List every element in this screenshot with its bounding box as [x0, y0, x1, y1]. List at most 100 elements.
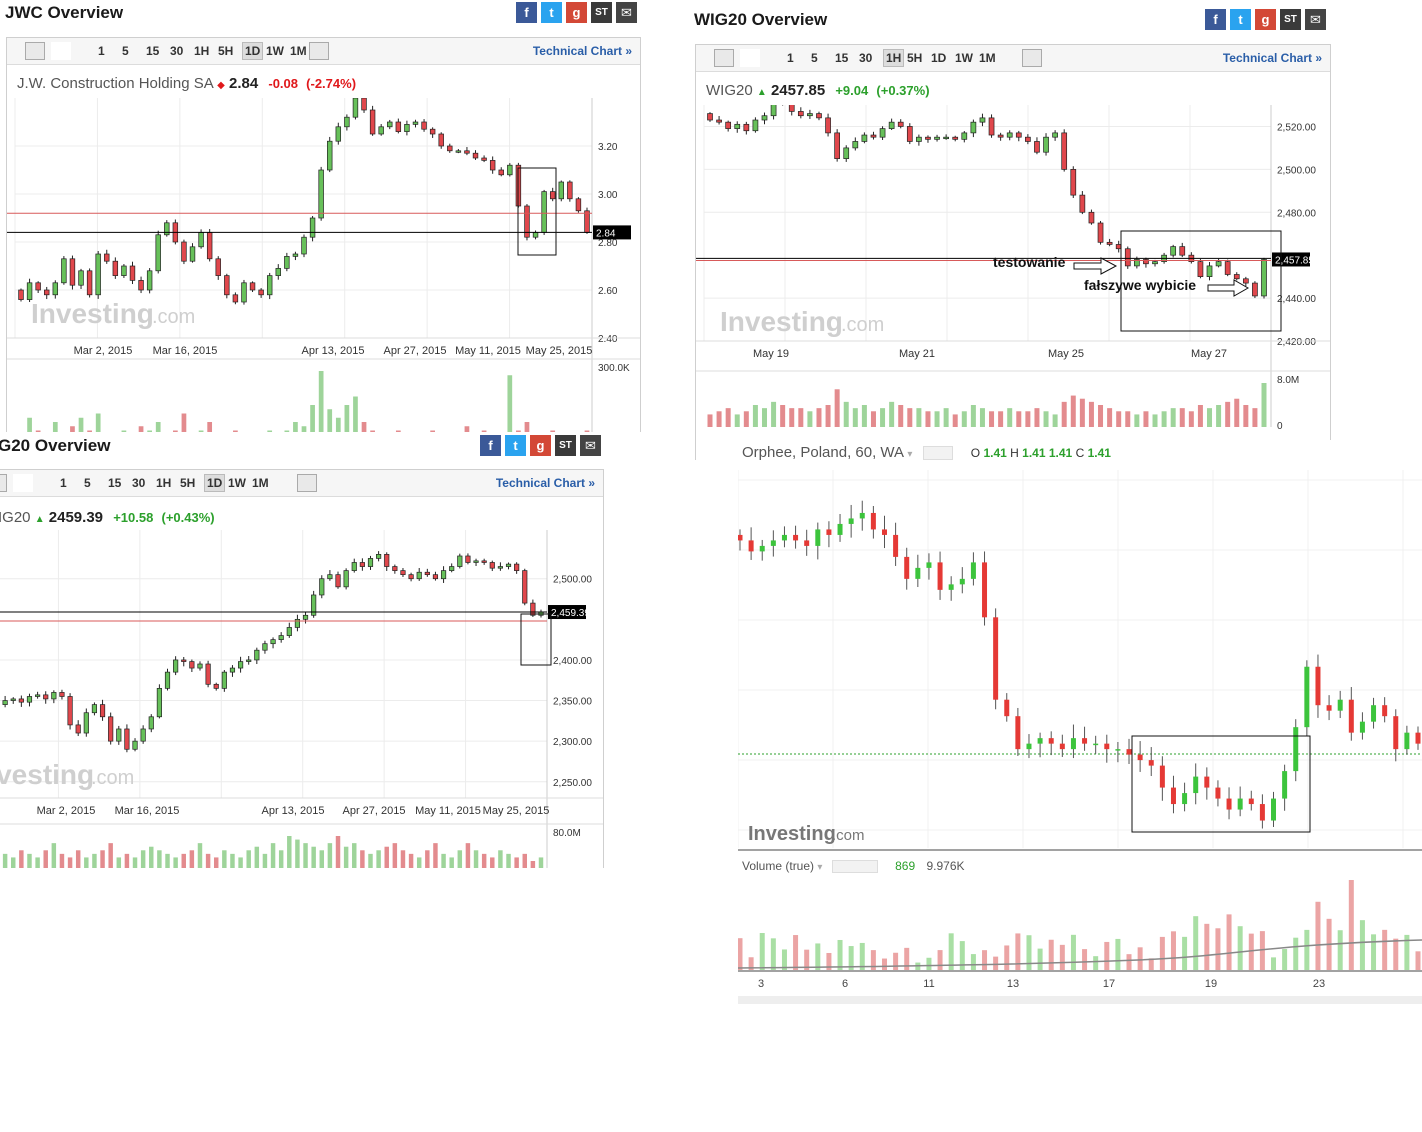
stocktwits-icon[interactable]: ST	[1280, 9, 1301, 30]
volume-bar	[1259, 931, 1265, 970]
facebook-icon[interactable]: f	[516, 2, 537, 23]
candlestick-icon[interactable]	[714, 49, 734, 67]
tab-1[interactable]: 1	[60, 476, 67, 490]
candle-up	[319, 578, 325, 596]
facebook-icon[interactable]: f	[1205, 9, 1226, 30]
volume-bar	[752, 405, 758, 427]
tab-15[interactable]: 15	[146, 44, 160, 58]
candle-up	[387, 121, 393, 128]
volume-bar	[793, 935, 799, 970]
tab-1h[interactable]: 1H	[194, 44, 210, 58]
candlestick-icon[interactable]	[0, 474, 7, 492]
calendar-icon[interactable]	[1022, 49, 1042, 67]
volume-bar	[1048, 939, 1054, 970]
tab-30[interactable]: 30	[132, 476, 146, 490]
tab-5h[interactable]: 5H	[907, 51, 923, 65]
technical-chart-link[interactable]: Technical Chart »	[532, 44, 632, 58]
series-title: Orphee, Poland, 60, WA	[742, 444, 904, 461]
line-chart-icon[interactable]	[740, 49, 760, 67]
email-icon[interactable]: ✉	[616, 2, 637, 23]
volume-bar	[395, 430, 401, 432]
twitter-icon[interactable]: t	[541, 2, 562, 23]
candlestick-icon[interactable]	[25, 42, 45, 60]
facebook-icon[interactable]: f	[480, 435, 501, 456]
tab-1m[interactable]: 1M	[979, 51, 996, 65]
email-icon[interactable]: ✉	[580, 435, 601, 456]
tab-1d[interactable]: 1D	[931, 51, 947, 65]
share-buttons: f t g ST ✉	[1205, 9, 1326, 30]
candle-up	[859, 512, 865, 519]
tab-30[interactable]: 30	[170, 44, 184, 58]
candle-up	[343, 570, 349, 588]
googleplus-icon[interactable]: g	[530, 435, 551, 456]
volume-bar	[87, 430, 92, 432]
tab-5h[interactable]: 5H	[180, 476, 196, 490]
candle-down	[481, 157, 487, 161]
volume-bar	[959, 941, 965, 970]
dropdown-icon[interactable]: ▾	[817, 862, 823, 873]
email-icon[interactable]: ✉	[1305, 9, 1326, 30]
candle-down	[982, 562, 988, 618]
tab-1w[interactable]: 1W	[955, 51, 973, 65]
calendar-icon[interactable]	[297, 474, 317, 492]
tab-1d[interactable]: 1D	[242, 42, 264, 60]
googleplus-icon[interactable]: g	[566, 2, 587, 23]
candle-down	[1126, 749, 1132, 755]
volume-bar	[1271, 957, 1277, 970]
tab-1m[interactable]: 1M	[290, 44, 307, 58]
twitter-icon[interactable]: t	[1230, 9, 1251, 30]
twitter-icon[interactable]: t	[505, 435, 526, 456]
volume-bar	[538, 857, 544, 868]
volume-bar	[506, 853, 511, 868]
tab-5h[interactable]: 5H	[218, 44, 234, 58]
technical-chart-link[interactable]: Technical Chart »	[495, 476, 595, 490]
candle-down	[489, 562, 495, 569]
candle-up	[367, 558, 374, 567]
settings-icon[interactable]	[831, 860, 878, 874]
candle-up	[35, 694, 41, 697]
x-tick-label: May 11, 2015	[455, 345, 521, 357]
candle-up	[1304, 666, 1310, 728]
watermark-suffix: .com	[841, 314, 884, 336]
volume-bar	[343, 846, 349, 868]
tab-15[interactable]: 15	[835, 51, 849, 65]
tab-1w[interactable]: 1W	[228, 476, 246, 490]
settings-icon[interactable]	[922, 446, 953, 461]
tab-5[interactable]: 5	[84, 476, 91, 490]
stocktwits-icon[interactable]: ST	[555, 435, 576, 456]
tab-30[interactable]: 30	[859, 51, 873, 65]
candle-down	[1204, 776, 1210, 788]
candle-down	[1015, 132, 1022, 138]
volume-bar	[1415, 951, 1421, 970]
dropdown-icon[interactable]: ▾	[907, 449, 913, 460]
tab-5[interactable]: 5	[122, 44, 129, 58]
calendar-icon[interactable]	[309, 42, 329, 60]
googleplus-icon[interactable]: g	[1255, 9, 1276, 30]
candle-up	[140, 728, 146, 742]
candle-down	[108, 716, 114, 742]
stocktwits-icon[interactable]: ST	[591, 2, 612, 23]
tab-1[interactable]: 1	[98, 44, 105, 58]
tab-1m[interactable]: 1M	[252, 476, 269, 490]
tab-5[interactable]: 5	[811, 51, 818, 65]
candle-up	[1237, 798, 1243, 810]
tab-1[interactable]: 1	[787, 51, 794, 65]
volume-bar	[67, 857, 73, 868]
tab-1h[interactable]: 1H	[156, 476, 172, 490]
line-chart-icon[interactable]	[13, 474, 33, 492]
candle-up	[344, 116, 350, 128]
technical-chart-link[interactable]: Technical Chart »	[1222, 51, 1322, 65]
line-chart-icon[interactable]	[51, 42, 71, 60]
candle-up	[770, 105, 777, 117]
candle-up	[294, 618, 301, 628]
volume-bar	[1059, 944, 1065, 970]
tab-15[interactable]: 15	[108, 476, 122, 490]
volume-bar	[353, 396, 358, 432]
tab-1w[interactable]: 1W	[266, 44, 284, 58]
tab-1h[interactable]: 1H	[883, 49, 905, 67]
candle-down	[1115, 244, 1122, 250]
tab-1d[interactable]: 1D	[204, 474, 226, 492]
volume-bar	[384, 846, 389, 868]
candle-down	[1061, 132, 1068, 170]
annotation-testowanie: testowanie	[993, 254, 1066, 270]
